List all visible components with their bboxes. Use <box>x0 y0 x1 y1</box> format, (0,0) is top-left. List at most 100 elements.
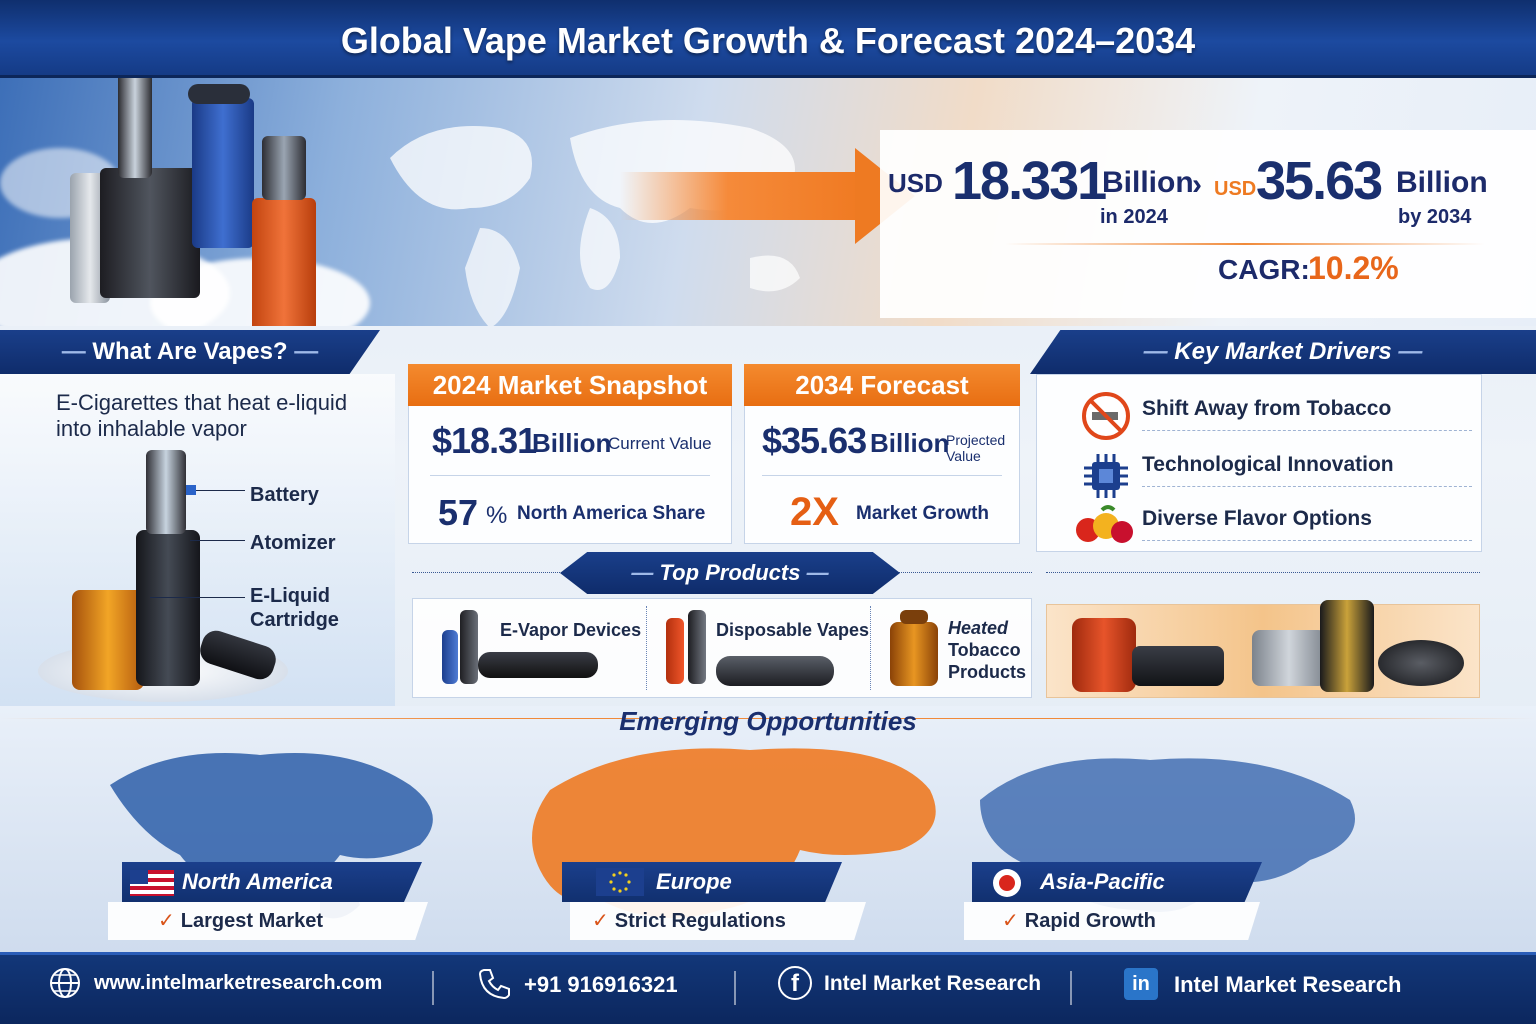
vape-cap-image <box>188 84 250 104</box>
showcase-device-image <box>1072 618 1136 692</box>
product-label-disposable: Disposable Vapes <box>716 620 870 640</box>
region-note-europe: ✓ Strict Regulations <box>570 902 866 940</box>
japan-flag-icon <box>993 869 1021 897</box>
start-value: 18.331 <box>952 151 1107 211</box>
heated-tobacco-cap <box>900 610 928 624</box>
part-label-atomizer: Atomizer <box>250 532 336 554</box>
region-note-north-america: ✓ Largest Market <box>108 902 428 940</box>
na-share-percent: % <box>486 502 508 529</box>
opportunities-rule <box>0 718 1536 719</box>
region-note-text-asia-pacific: Rapid Growth <box>1024 910 1156 932</box>
e-vapor-device-image <box>460 610 478 684</box>
eu-flag-icon <box>596 868 644 896</box>
pointer-marker <box>186 485 196 495</box>
e-liquid-bottle-image <box>72 590 144 690</box>
snapshot-2024-heading: 2024 Market Snapshot <box>408 364 732 406</box>
na-share-value: 57 <box>438 492 479 533</box>
snapshot-2024-value: $18.31 <box>432 420 537 461</box>
fruit-icon <box>1076 505 1133 543</box>
snapshot-2024-unit: Billion <box>532 428 612 458</box>
end-currency: USD <box>1214 178 1257 200</box>
e-vapor-device-image <box>478 652 598 678</box>
chip-icon <box>1084 454 1128 498</box>
growth-label: Market Growth <box>856 503 990 524</box>
phone-number[interactable]: +91 916916321 <box>524 972 678 997</box>
facebook-link[interactable]: Intel Market Research <box>824 972 1042 995</box>
us-flag-icon <box>130 870 174 896</box>
check-icon: ✓ <box>1002 910 1019 932</box>
product-label-heated-1: Heated <box>948 618 1009 638</box>
forecast-2034-heading: 2034 Forecast <box>744 364 1020 406</box>
cagr-label: CAGR: <box>1218 254 1310 285</box>
footer-separator <box>1070 971 1072 1005</box>
driver-divider <box>1142 540 1472 541</box>
products-rule <box>1046 572 1480 573</box>
product-label-heated-2: Tobacco <box>948 640 1021 660</box>
disposable-vape-image <box>666 618 684 684</box>
disposable-vape-image <box>716 656 834 686</box>
facebook-icon[interactable]: f <box>778 966 812 1000</box>
vape-device-image <box>100 168 200 298</box>
snapshot-2024-value-note: Current Value <box>608 434 712 453</box>
card-divider <box>430 475 710 476</box>
forecast-2034-value: $35.63 <box>762 420 867 461</box>
what-are-vapes-heading-text: What Are Vapes? <box>92 338 288 365</box>
vape-mod-image <box>136 530 200 686</box>
check-icon: ✓ <box>592 910 609 932</box>
region-name-north-america: North America <box>182 869 333 894</box>
na-share-label: North America Share <box>517 503 706 524</box>
forecast-note-line1: Projected <box>946 432 1006 448</box>
cagr-value: 10.2% <box>1308 250 1399 286</box>
showcase-device-image <box>1378 640 1464 686</box>
pointer-line <box>150 597 245 598</box>
card-divider <box>762 475 1002 476</box>
end-period: by 2034 <box>1398 206 1472 228</box>
part-label-battery: Battery <box>250 484 319 506</box>
showcase-device-image <box>1132 646 1224 686</box>
footer-bar <box>0 952 1536 1024</box>
pointer-line <box>190 540 245 541</box>
driver-item-tobacco: Shift Away from Tobacco <box>1142 397 1392 420</box>
no-smoking-icon <box>1082 392 1130 440</box>
linkedin-icon[interactable]: in <box>1124 968 1158 1000</box>
region-note-text-europe: Strict Regulations <box>614 910 786 932</box>
product-label-e-vapor: E-Vapor Devices <box>500 620 642 640</box>
drivers-heading: — Key Market Drivers — <box>1030 330 1536 374</box>
cagr-divider <box>1005 243 1485 245</box>
showcase-device-image <box>1320 600 1374 692</box>
heated-tobacco-image <box>890 622 938 686</box>
start-period: in 2024 <box>1100 206 1168 228</box>
start-unit: Billion <box>1102 166 1194 199</box>
market-value-panel <box>880 130 1536 318</box>
disposable-vape-image <box>688 610 706 684</box>
footer-separator <box>734 971 736 1005</box>
region-note-asia-pacific: ✓ Rapid Growth <box>964 902 1260 940</box>
driver-item-flavors: Diverse Flavor Options <box>1142 507 1372 530</box>
growth-arrow <box>620 172 860 220</box>
product-divider <box>870 606 871 690</box>
vape-tank-image <box>118 78 152 178</box>
top-products-heading-text: Top Products <box>659 560 801 585</box>
driver-item-innovation: Technological Innovation <box>1142 453 1394 476</box>
end-value: 35.63 <box>1256 151 1383 211</box>
title-bar <box>0 0 1536 78</box>
forecast-note-line2: Value <box>946 448 981 464</box>
e-vapor-device-image <box>442 630 458 684</box>
phone-icon <box>478 969 510 1000</box>
linkedin-link[interactable]: Intel Market Research <box>1174 972 1402 997</box>
region-name-europe: Europe <box>656 869 732 894</box>
pointer-line <box>190 490 245 491</box>
footer-separator <box>432 971 434 1005</box>
driver-divider <box>1142 430 1472 431</box>
check-icon: ✓ <box>158 910 175 932</box>
product-divider <box>646 606 647 690</box>
driver-divider <box>1142 486 1472 487</box>
product-label-heated-3: Products <box>948 662 1027 682</box>
what-are-vapes-heading: — What Are Vapes? — <box>0 330 380 374</box>
vape-device-image <box>252 198 316 326</box>
page-title: Global Vape Market Growth & Forecast 202… <box>340 20 1196 61</box>
website-link[interactable]: www.intelmarketresearch.com <box>94 972 383 994</box>
part-label-e-liquid: E-Liquid <box>250 585 330 607</box>
vape-atomizer-image <box>146 450 186 534</box>
vape-description-line2: into inhalable vapor <box>56 416 247 441</box>
